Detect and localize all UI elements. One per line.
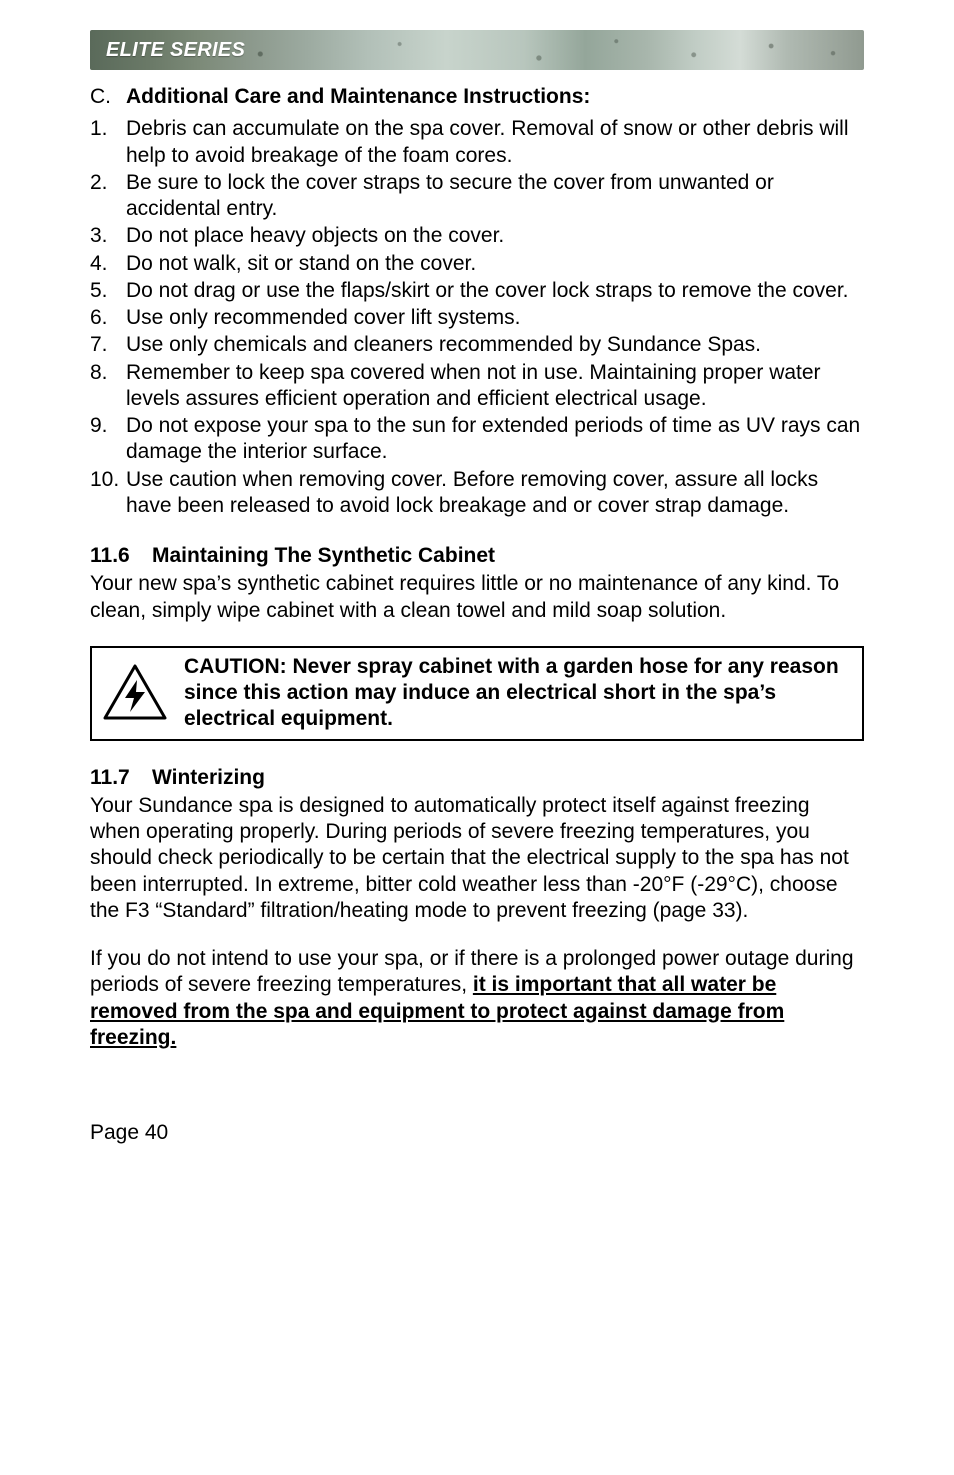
list-item: Do not place heavy objects on the cover. (126, 223, 864, 249)
page-number: Page 40 (90, 1121, 168, 1144)
list-item: Debris can accumulate on the spa cover. … (126, 116, 864, 169)
list-marker: 7. (90, 332, 126, 358)
list-item: Do not walk, sit or stand on the cover. (126, 251, 864, 277)
list-marker: 4. (90, 251, 126, 277)
list-item: Do not expose your spa to the sun for ex… (126, 413, 864, 466)
section-number: 11.6 (90, 543, 152, 569)
list-marker: 3. (90, 223, 126, 249)
banner-title: ELITE SERIES (90, 30, 864, 70)
section-11-7-body1: Your Sundance spa is designed to automat… (90, 793, 864, 924)
section-c-heading-row: C. Additional Care and Maintenance Instr… (90, 84, 864, 110)
section-title: Winterizing (152, 765, 265, 791)
header-banner: ELITE SERIES (90, 30, 864, 70)
list-marker: 10. (90, 467, 126, 493)
page-footer: Page 40 (90, 1121, 864, 1145)
caution-text: CAUTION: Never spray cabinet with a gard… (184, 654, 848, 733)
caution-box: CAUTION: Never spray cabinet with a gard… (90, 646, 864, 741)
section-number: 11.7 (90, 765, 152, 791)
list-item: Use only recommended cover lift systems. (126, 305, 864, 331)
list-marker: 2. (90, 170, 126, 196)
section-c-heading: Additional Care and Maintenance Instruct… (126, 84, 590, 110)
electrical-hazard-icon (102, 663, 168, 723)
list-item: Use caution when removing cover. Before … (126, 467, 864, 520)
section-11-7-head: 11.7 Winterizing (90, 765, 864, 791)
list-item: Do not drag or use the flaps/skirt or th… (126, 278, 864, 304)
list-marker: 5. (90, 278, 126, 304)
list-marker: 1. (90, 116, 126, 142)
list-item: Be sure to lock the cover straps to secu… (126, 170, 864, 223)
list-item: Remember to keep spa covered when not in… (126, 360, 864, 413)
list-marker: 6. (90, 305, 126, 331)
list-marker: 9. (90, 413, 126, 439)
page-content: C. Additional Care and Maintenance Instr… (90, 84, 864, 1051)
section-title: Maintaining The Synthetic Cabinet (152, 543, 495, 569)
section-c-list: 1.Debris can accumulate on the spa cover… (90, 116, 864, 519)
section-c-letter: C. (90, 84, 126, 110)
section-11-6-body: Your new spa’s synthetic cabinet require… (90, 571, 864, 624)
section-11-6-head: 11.6 Maintaining The Synthetic Cabinet (90, 543, 864, 569)
list-marker: 8. (90, 360, 126, 386)
list-item: Use only chemicals and cleaners recommen… (126, 332, 864, 358)
section-11-7-body2: If you do not intend to use your spa, or… (90, 946, 864, 1051)
